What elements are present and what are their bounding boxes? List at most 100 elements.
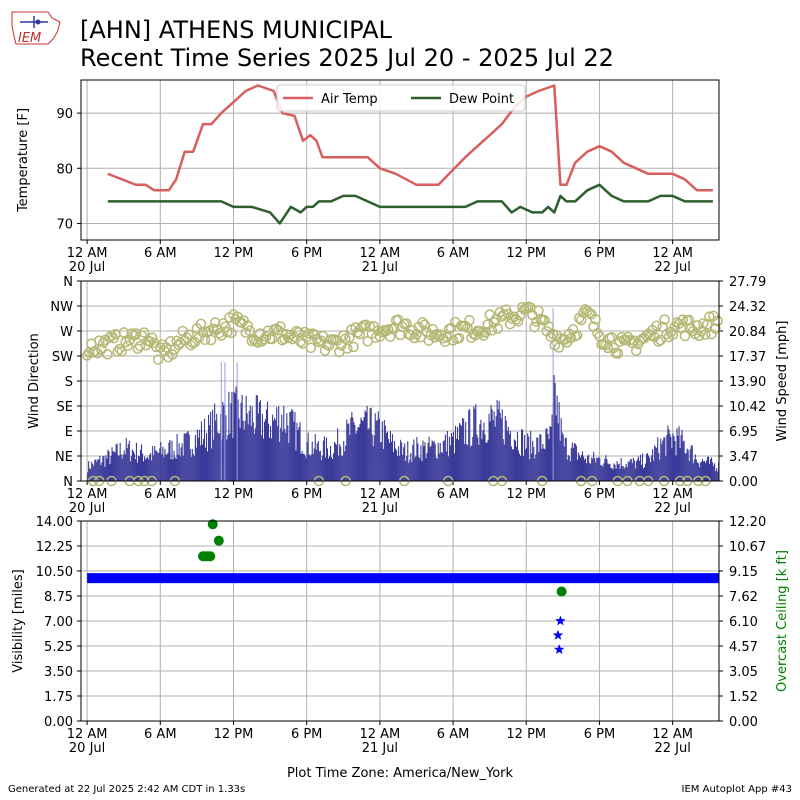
wind-speed-bar [359,424,361,481]
wind-speed-bar [406,456,408,481]
temp-ytick-label: 80 [56,162,73,177]
wind-speed-bar [521,429,523,481]
wind-speed-bar [458,439,460,481]
wind-direction-point [517,301,528,313]
wind-speed-bar [295,450,297,481]
wind-speed-bar [414,457,416,481]
wind-speed-bar [696,462,698,481]
wind-speed-bar [199,445,201,481]
wind-speed-ytick-label: 6.95 [729,425,758,440]
wind-speed-bar [385,432,387,481]
wind-speed-bar [698,467,700,481]
wind-direction-point [498,309,510,320]
wind-speed-bar [351,412,353,481]
vis-xtick-label: 12 AM [359,727,400,742]
wind-speed-bar [622,465,624,481]
vis-xtick-label: 6 PM [584,727,615,742]
wind-speed-bar [690,445,692,481]
wind-speed-bar [639,454,641,481]
wind-speed-bar [508,434,510,481]
wind-speed-bar [348,423,350,481]
wind-speed-bars [87,375,720,481]
wind-speed-bar [184,433,186,481]
wind-speed-bar [328,456,331,481]
wind-speed-bar [506,430,508,481]
wind-direction-point [606,332,618,343]
wind-speed-bar [686,448,688,481]
wind-direction-point [153,354,164,365]
wind-speed-bar [287,425,289,481]
wind-speed-bar [456,426,459,481]
wind-speed-bar [564,437,566,481]
wind-speed-bar [488,413,490,481]
wind-speed-bar [370,407,372,481]
wind-speed-bar [223,405,225,481]
wind-speed-ytick-label: 10.42 [729,400,766,415]
wind-direction-point [698,318,709,329]
wind-speed-bar [429,447,431,481]
wind-speed-bar [653,460,655,481]
wind-speed-bar [256,395,258,481]
wind-speed-bar [258,401,260,481]
wind-speed-bar [271,438,273,481]
wind-speed-bar [106,458,108,481]
wind-speed-bar [109,464,111,481]
wind-speed-bar [264,419,267,481]
wind-speed-bar [655,446,657,481]
wind-speed-bar [578,455,581,481]
wind-speed-bar [436,458,438,481]
wind-speed-bar [130,456,132,481]
wind-speed-bar [382,448,384,481]
wind-speed-bar [453,453,456,481]
wind-direction-point [584,307,595,319]
wind-speed-bar [702,461,704,481]
wind-speed-bar [157,452,159,481]
wind-speed-bar [373,435,375,481]
wind-speed-bar [464,443,466,481]
wind-speed-bar [362,421,364,481]
vis-xtick-label: 6 PM [291,727,322,742]
wind-speed-bar [540,434,542,481]
wind-direction-point [244,325,256,337]
wind-speed-bar [705,460,708,481]
wind-speed-bar [366,405,368,481]
wind-speed-ytick-label: 20.84 [729,325,766,340]
wind-speed-bar [149,454,151,481]
wind-speed-bar [481,439,483,481]
wind-speed-bar [343,440,345,481]
wind-speed-bar [534,458,536,481]
wind-speed-bar [700,461,702,481]
wind-xtick-label: 12 PM [214,487,254,502]
wind-speed-bar [673,435,675,481]
ceiling-point [205,551,216,562]
wind-speed-bar [367,429,369,481]
wind-speed-bar [656,448,658,481]
wind-speed-bar [140,444,143,481]
wind-speed-bar [416,437,418,481]
wind-speed-bar [695,459,697,481]
wind-speed-bar [239,427,241,481]
wind-speed-bar [98,459,100,481]
wind-speed-bar [205,432,208,481]
wind-ylabel: Wind Direction [27,333,42,429]
wind-speed-bar [543,448,545,481]
wind-speed-bar [379,442,381,481]
wind-speed-bar [263,421,266,481]
temp-ylabel: Temperature [F] [16,108,31,213]
wind-direction-point [476,327,487,339]
wind-speed-bar [386,431,388,481]
wind-speed-bar [522,429,524,481]
wind-direction-point [183,329,195,340]
wind-speed-bar [472,436,474,481]
wind-speed-bar [536,437,538,481]
wind-direction-point [291,325,302,337]
wind-speed-bar [165,454,167,481]
wind-speed-bar [259,400,261,481]
wind-speed-bar [254,428,256,481]
wind-speed-bar [401,442,403,481]
wind-speed-bar [660,438,662,481]
wind-speed-bar [308,454,310,481]
wind-speed-bar [304,455,306,481]
wind-speed-bar [470,446,472,481]
wind-speed-bar [598,457,600,481]
